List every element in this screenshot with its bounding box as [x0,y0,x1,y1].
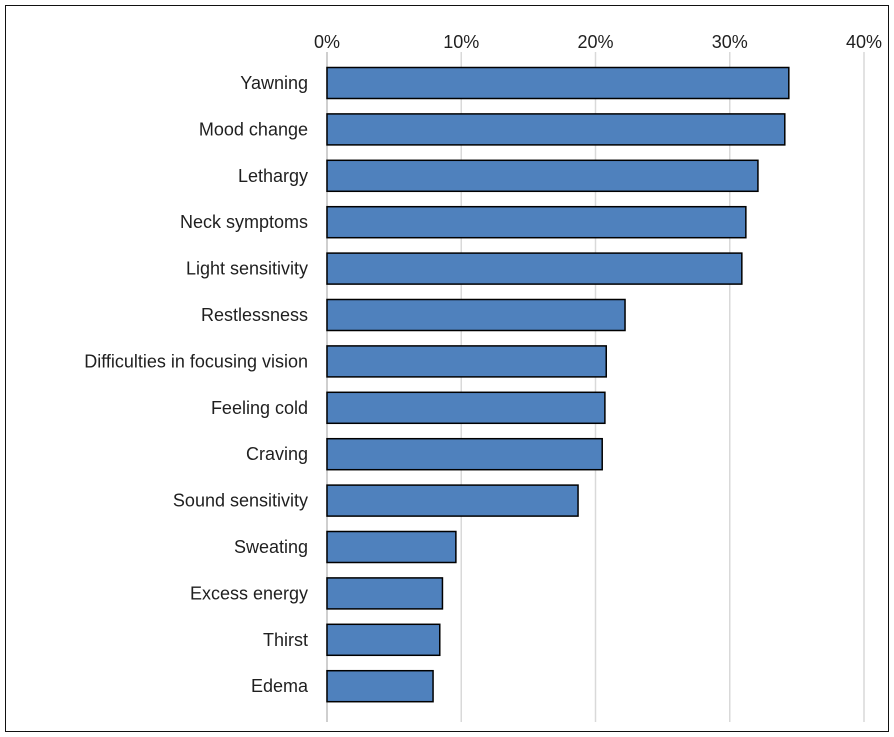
category-labels: Yawning Mood change Lethargy Neck symptoms L… [84,73,309,696]
bar [326,159,759,193]
category-label: Edema [251,676,309,696]
x-tick-label: 40% [846,32,882,52]
bar [326,437,603,471]
category-label: Light sensitivity [186,259,308,279]
gridlines [326,52,865,722]
bar [326,623,441,657]
x-tick-label: 0% [314,32,340,52]
x-tick-label: 10% [443,32,479,52]
category-label: Restlessness [201,305,308,325]
category-label: Sweating [234,537,308,557]
x-axis-ticks: 0% 10% 20% 30% 40% [314,32,882,52]
x-tick-label: 20% [577,32,613,52]
bar [326,391,606,425]
category-label: Sound sensitivity [173,491,308,511]
bar [326,530,457,564]
x-tick-label: 30% [712,32,748,52]
category-label: Yawning [240,73,308,93]
bar [326,577,444,610]
bar [326,669,434,703]
category-label: Lethargy [238,166,308,186]
bar [326,252,743,285]
bar [326,113,786,146]
category-label: Difficulties in focusing vision [84,351,308,371]
bar [326,345,607,378]
bar [326,205,747,239]
category-label: Feeling cold [211,398,308,418]
bars [326,66,790,703]
category-label: Craving [246,444,308,464]
bar [326,66,790,100]
category-label: Neck symptoms [180,212,308,232]
bar [326,484,579,517]
category-label: Mood change [199,119,308,139]
category-label: Excess energy [190,583,308,603]
bar [326,298,626,332]
category-label: Thirst [263,630,308,650]
